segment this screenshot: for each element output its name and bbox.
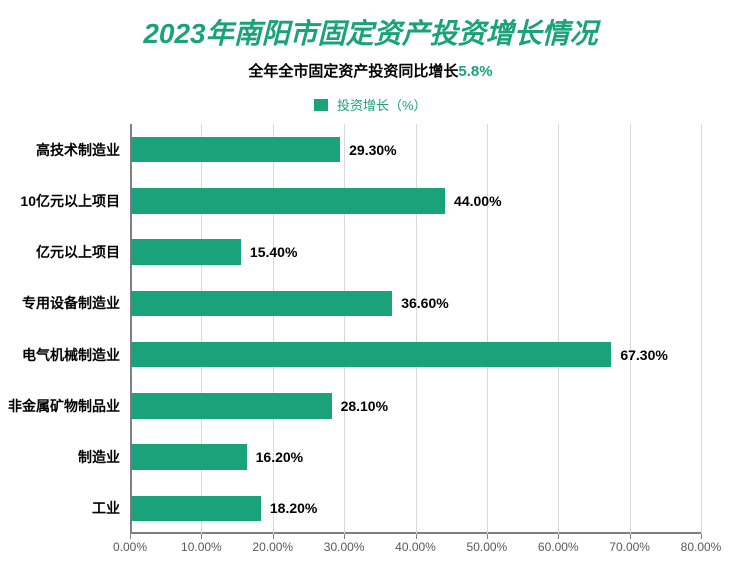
bar xyxy=(131,342,611,368)
legend-marker xyxy=(314,99,328,111)
subtitle-prefix: 全年全市固定资产投资同比增长 xyxy=(248,63,458,80)
x-tick-label: 40.00% xyxy=(395,534,436,554)
x-tick-label: 0.00% xyxy=(113,534,147,554)
bar-value-label: 67.30% xyxy=(620,347,667,363)
bar xyxy=(131,239,241,265)
bar xyxy=(131,291,392,317)
bar-value-label: 16.20% xyxy=(256,449,303,465)
bar-row: 36.60%专用设备制造业 xyxy=(130,291,701,317)
bar-value-label: 29.30% xyxy=(349,142,396,158)
subtitle-highlight: 5.8% xyxy=(458,63,492,80)
x-tick-label: 60.00% xyxy=(538,534,579,554)
x-tick-label: 50.00% xyxy=(467,534,508,554)
bar xyxy=(131,137,340,163)
bar-row: 28.10%非金属矿物制品业 xyxy=(130,393,701,419)
bar-value-label: 36.60% xyxy=(401,295,448,311)
gridline xyxy=(558,124,559,534)
plot: 0.00%10.00%20.00%30.00%40.00%50.00%60.00… xyxy=(130,124,701,534)
bar-row: 44.00%10亿元以上项目 xyxy=(130,188,701,214)
x-tick-label: 70.00% xyxy=(609,534,650,554)
bar-row: 29.30%高技术制造业 xyxy=(130,137,701,163)
gridline xyxy=(701,124,702,534)
x-tick-label: 10.00% xyxy=(181,534,222,554)
bar-value-label: 15.40% xyxy=(250,244,297,260)
gridline xyxy=(416,124,417,534)
bar-row: 15.40%亿元以上项目 xyxy=(130,239,701,265)
category-label: 工业 xyxy=(92,498,130,518)
legend: 投资增长（%） xyxy=(0,81,741,114)
bar xyxy=(131,393,332,419)
gridline xyxy=(487,124,488,534)
category-label: 制造业 xyxy=(78,447,130,467)
bar-row: 18.20%工业 xyxy=(130,496,701,522)
category-label: 非金属矿物制品业 xyxy=(8,396,130,416)
category-label: 电气机械制造业 xyxy=(22,345,130,365)
category-label: 10亿元以上项目 xyxy=(20,191,130,211)
y-axis xyxy=(130,124,132,534)
gridline xyxy=(630,124,631,534)
bar-value-label: 44.00% xyxy=(454,193,501,209)
x-tick-label: 80.00% xyxy=(681,534,722,554)
category-label: 亿元以上项目 xyxy=(36,242,130,262)
bar xyxy=(131,496,261,522)
legend-label: 投资增长（%） xyxy=(337,98,427,113)
gridline xyxy=(344,124,345,534)
category-label: 高技术制造业 xyxy=(36,140,130,160)
gridline xyxy=(273,124,274,534)
chart-title: 2023年南阳市固定资产投资增长情况 xyxy=(0,0,741,52)
bar-value-label: 28.10% xyxy=(341,398,388,414)
bar-value-label: 18.20% xyxy=(270,500,317,516)
x-tick-label: 30.00% xyxy=(324,534,365,554)
gridline xyxy=(201,124,202,534)
x-tick-label: 20.00% xyxy=(252,534,293,554)
category-label: 专用设备制造业 xyxy=(22,293,130,313)
bar xyxy=(131,444,247,470)
bar-row: 16.20%制造业 xyxy=(130,444,701,470)
chart-subtitle: 全年全市固定资产投资同比增长5.8% xyxy=(0,52,741,81)
bar-row: 67.30%电气机械制造业 xyxy=(130,342,701,368)
chart-area: 0.00%10.00%20.00%30.00%40.00%50.00%60.00… xyxy=(130,124,701,564)
bar xyxy=(131,188,445,214)
